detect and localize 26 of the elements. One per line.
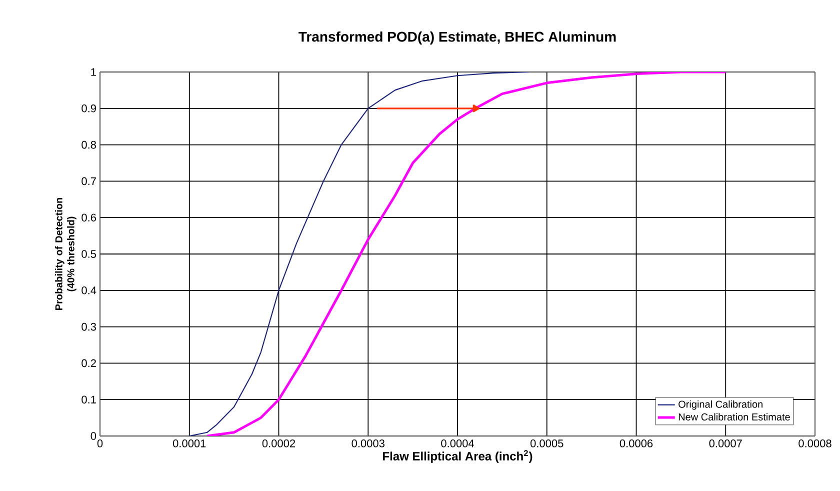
y-tick-label: 1 xyxy=(91,68,96,76)
legend-label: Original Calibration xyxy=(678,400,762,410)
y-tick-label: 0.8 xyxy=(82,140,96,149)
chart-title: Transformed POD(a) Estimate, BHEC Aluminum xyxy=(298,31,616,44)
x-tick-label: 0.0004 xyxy=(441,440,474,448)
y-tick-label: 0.4 xyxy=(82,286,96,294)
x-tick-label: 0.0003 xyxy=(352,440,384,448)
y-tick-label: 0.9 xyxy=(82,104,96,112)
y-axis-title: Probability of Detection (40% threshold) xyxy=(55,198,76,310)
x-tick-label: 0.0001 xyxy=(172,440,206,448)
y-tick-label: 0.7 xyxy=(82,177,96,186)
x-axis-title: Flaw Elliptical Area (inch$^{2}$) xyxy=(383,450,532,463)
x-tick-label: 0.0008 xyxy=(798,440,832,448)
y-tick-label: 0.3 xyxy=(82,322,96,331)
x-tick-label: 0.0007 xyxy=(709,440,742,448)
legend-label: New Calibration Estimate xyxy=(678,413,790,420)
y-tick-label: 0 xyxy=(90,432,96,440)
y-tick-label: 0.5 xyxy=(82,250,96,258)
y-tick-label: 0.2 xyxy=(82,359,96,368)
y-tick-label: 0.6 xyxy=(82,214,96,222)
x-tick-label: 0 xyxy=(97,440,103,448)
line-series xyxy=(188,72,530,436)
x-tick-label: 0.0006 xyxy=(620,440,653,448)
y-tick-label: 0.1 xyxy=(82,396,96,404)
x-tick-label: 0.0002 xyxy=(262,440,296,448)
x-tick-label: 0.0005 xyxy=(530,440,564,448)
